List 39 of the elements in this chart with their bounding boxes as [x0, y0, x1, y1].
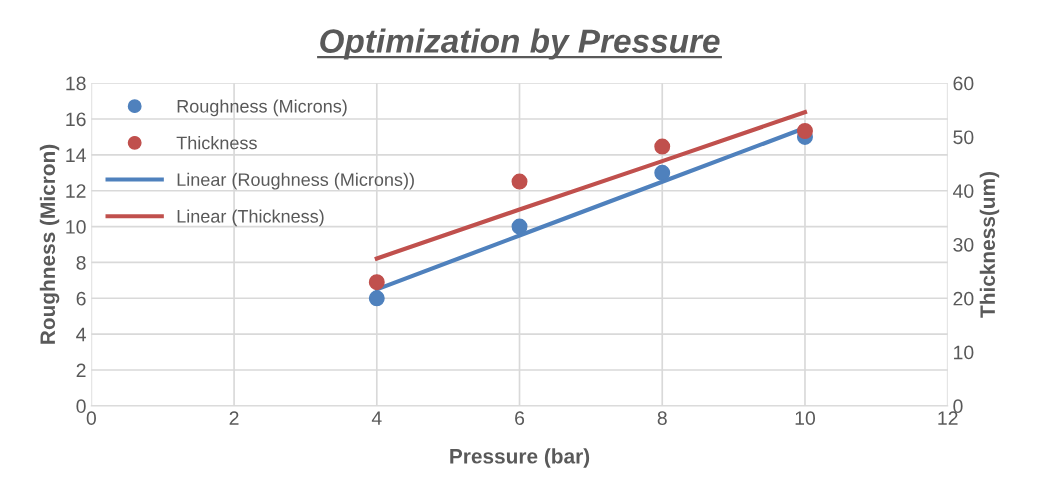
legend-label: Roughness (Microns): [177, 99, 347, 117]
y-tick-label: 6: [76, 291, 86, 306]
x-tick-label: 6: [515, 411, 525, 426]
y2-tick-label: 50: [953, 130, 974, 145]
y2-tick-label: 20: [953, 291, 974, 306]
y2-tick-label: 60: [953, 76, 974, 91]
y2-tick-label: 30: [953, 237, 974, 252]
y-tick-label: 8: [76, 255, 86, 270]
y2-axis-title: Thickness(um): [979, 172, 1000, 318]
x-axis-title: Pressure (bar): [450, 448, 590, 468]
x-tick-label: 4: [371, 411, 382, 425]
x-tick-label: 8: [657, 411, 667, 426]
legend-label: Linear (Roughness (Microns)): [177, 172, 414, 190]
y-tick-label: 12: [66, 184, 86, 198]
x-tick-label: 12: [938, 411, 958, 425]
y-tick-label: 10: [66, 220, 86, 234]
point: [796, 123, 813, 139]
chart-title: Optimization by Pressure: [320, 28, 720, 60]
y-tick-label: 14: [66, 148, 86, 162]
point: [368, 290, 385, 307]
x-tick-label: 0: [86, 411, 96, 426]
point: [511, 173, 528, 190]
y-tick-label: 18: [66, 76, 86, 91]
y2-tick-label: 40: [953, 184, 974, 198]
y2-tick-label: 0: [953, 399, 963, 414]
legend-label: Linear (Thickness): [177, 209, 324, 227]
point: [511, 218, 528, 235]
point: [368, 274, 385, 291]
x-tick-label: 10: [795, 411, 816, 426]
point: [654, 138, 671, 155]
y2-tick-label: 10: [954, 345, 974, 360]
y-tick-label: 2: [76, 363, 86, 378]
y-axis-title: Roughness (Micron): [39, 144, 60, 344]
y-tick-label: 0: [76, 399, 86, 414]
legend-label: Thickness: [176, 136, 257, 150]
y-tick-label: 4: [76, 327, 86, 342]
x-tick-label: 2: [229, 411, 239, 425]
y-tick-label: 16: [66, 112, 86, 127]
point: [654, 164, 671, 181]
